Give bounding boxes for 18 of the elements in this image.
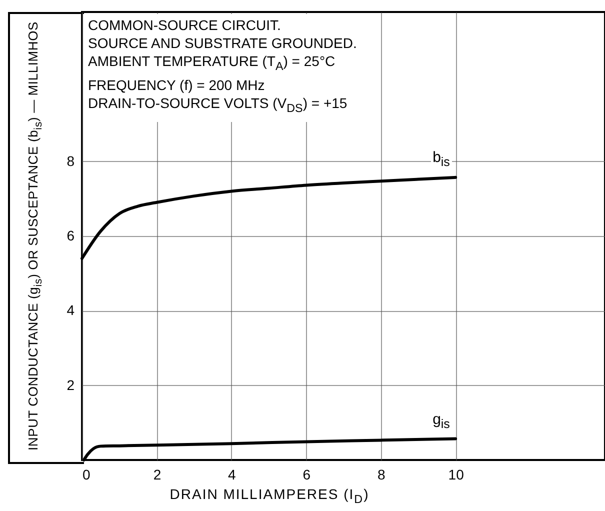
annotation: DRAIN-TO-SOURCE VOLTS (V$_{DS}$) = +15 — [88, 94, 348, 117]
y-tick-label: 8 — [66, 152, 75, 169]
annotation: AMBIENT TEMPERATURE (T$_{A}$) = 25°C — [88, 52, 336, 75]
series-label: g$_{is}$ — [430, 410, 452, 431]
y-tick-label: 4 — [66, 302, 75, 318]
y-tick-label: 6 — [66, 228, 75, 244]
x-axis-title: DRAIN MILLIAMPERES (I$_{D}$) — [168, 486, 370, 506]
x-tick-label: 6 — [302, 466, 311, 482]
y-tick-label: 2 — [66, 376, 75, 393]
annotation: COMMON-SOURCE CIRCUIT. — [88, 16, 282, 34]
x-tick-label: 8 — [377, 466, 386, 482]
x-tick-label: 10 — [448, 466, 464, 482]
annotation: FREQUENCY (f) = 200 MHz — [88, 76, 266, 94]
series-label: b$_{is}$ — [430, 149, 452, 170]
x-tick-label: 2 — [153, 466, 162, 482]
x-tick-label: 4 — [228, 466, 236, 482]
x-tick-label: 0 — [82, 466, 90, 482]
annotation: SOURCE AND SUBSTRATE GROUNDED. — [88, 34, 357, 52]
